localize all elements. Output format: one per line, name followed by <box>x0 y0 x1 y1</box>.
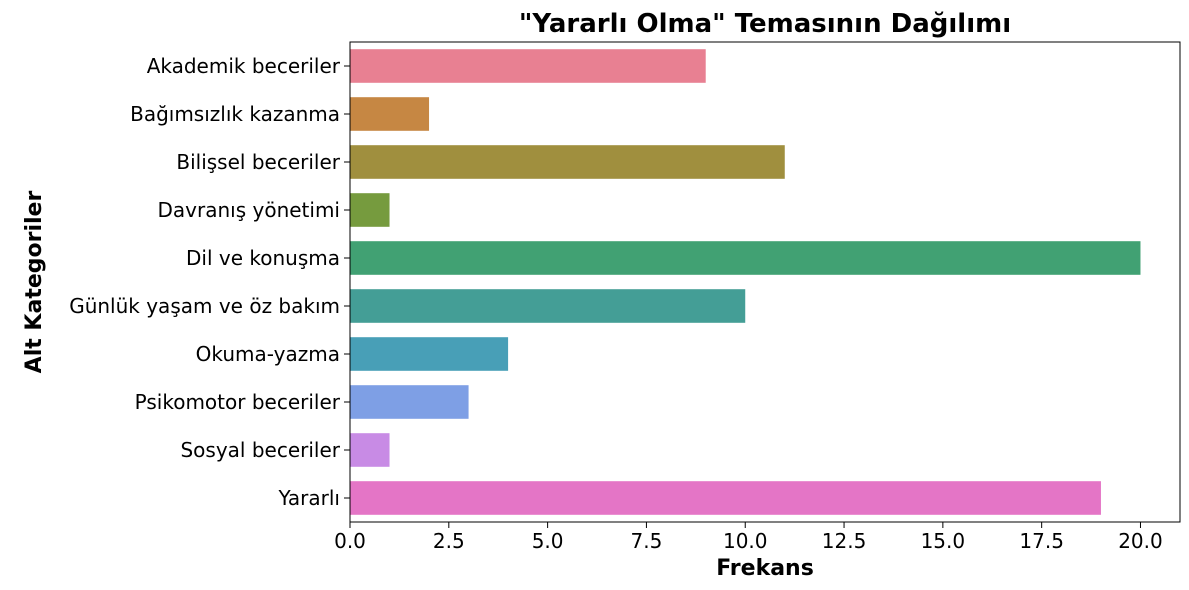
y-axis-label: Alt Kategoriler <box>22 191 47 374</box>
plot-frame <box>349 41 1181 523</box>
x-tick-label: 15.0 <box>921 529 966 553</box>
bar <box>350 481 1101 515</box>
x-tick-label: 12.5 <box>822 529 867 553</box>
bar <box>350 49 706 83</box>
x-tick-label: 5.0 <box>532 529 564 553</box>
y-tick-label: Okuma-yazma <box>196 342 340 366</box>
bar <box>350 337 509 371</box>
y-tick-label: Günlük yaşam ve öz bakım <box>69 294 340 318</box>
x-tick-label: 2.5 <box>433 529 465 553</box>
y-tick-label: Davranış yönetimi <box>158 198 340 222</box>
y-tick-label: Yararlı <box>277 486 340 510</box>
chart-title: "Yararlı Olma" Temasının Dağılımı <box>519 9 1011 39</box>
y-tick-label: Bağımsızlık kazanma <box>130 102 340 126</box>
bar <box>350 193 390 227</box>
x-tick-label: 17.5 <box>1019 529 1064 553</box>
bar <box>350 145 785 179</box>
y-axis-ticks: Akademik beceriler Bağımsızlık kazanma Bil… <box>69 54 350 510</box>
y-tick-label: Bilişsel beceriler <box>176 150 340 174</box>
bar <box>350 241 1141 275</box>
x-tick-label: 0.0 <box>334 529 366 553</box>
y-tick-label: Dil ve konuşma <box>186 246 340 270</box>
bars-group <box>350 49 1141 515</box>
x-axis-label: Frekans <box>716 556 814 581</box>
x-tick-label: 20.0 <box>1118 529 1163 553</box>
bar <box>350 433 390 467</box>
y-tick-label: Sosyal beceriler <box>180 438 340 462</box>
bar <box>350 289 746 323</box>
x-tick-label: 10.0 <box>723 529 768 553</box>
bar <box>350 385 469 419</box>
x-axis-ticks: 0.0 2.5 5.0 7.5 10.0 12.5 15.0 17.5 20.0 <box>334 522 1163 553</box>
y-tick-label: Psikomotor beceriler <box>135 390 341 414</box>
bar <box>350 97 430 131</box>
y-tick-label: Akademik beceriler <box>147 54 341 78</box>
x-tick-label: 7.5 <box>631 529 663 553</box>
